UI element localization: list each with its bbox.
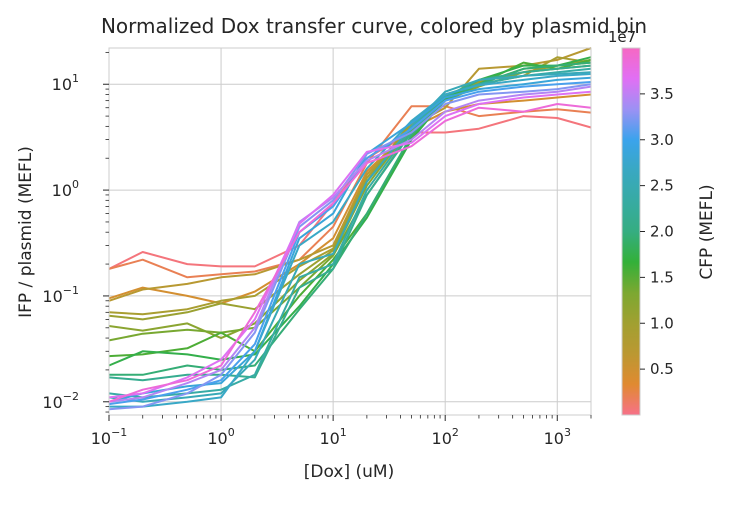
axis-ticks: 10−1 100 101 102 103 10−2 10−1 100 101: [42, 51, 592, 448]
colorbar-gradient: [621, 47, 641, 416]
series-line: [108, 90, 592, 399]
series-line: [109, 73, 592, 408]
colorbar-tick-label: 1.0: [650, 314, 674, 332]
series-line: [108, 103, 592, 403]
x-tick-label: 100: [207, 426, 234, 448]
y-axis-label: IFP / plasmid (MEFL): [16, 146, 36, 318]
y-tick-label: 101: [52, 72, 79, 94]
colorbar-label: CFP (MEFL): [697, 184, 717, 279]
series-line: [108, 85, 592, 403]
series-line: [108, 105, 592, 279]
series-line: [108, 71, 592, 403]
x-tick-label: 103: [544, 426, 571, 448]
x-tick-label: 102: [432, 426, 459, 448]
x-axis-label: [Dox] (uM): [304, 462, 394, 482]
colorbar-tick-label: 0.5: [650, 360, 674, 378]
y-tick-label: 10−2: [42, 390, 79, 412]
series-line: [109, 61, 592, 376]
series-line: [108, 58, 592, 358]
colorbar-tick-label: 1.5: [650, 268, 674, 286]
y-tick-label: 100: [52, 178, 79, 200]
x-tick-label: 10−1: [91, 426, 128, 448]
colorbar-tick-label: 3.0: [650, 131, 674, 149]
series-line: [108, 115, 592, 270]
plot-series: [108, 47, 592, 411]
colorbar-tick-label: 2.0: [650, 223, 674, 241]
series-line: [108, 83, 592, 411]
series-line: [108, 64, 592, 340]
plot-area-frame: [108, 47, 592, 416]
colorbar-tick-label: 2.5: [650, 177, 674, 195]
y-tick-label: 10−1: [42, 284, 79, 306]
colorbar-offset-text: 1e7: [608, 28, 636, 46]
series-line: [108, 93, 592, 305]
colorbar-tick-label: 3.5: [650, 85, 674, 103]
colorbar: 0.5 1.0 1.5 2.0 2.5 3.0 3.5: [621, 47, 674, 416]
x-tick-label: 101: [319, 426, 346, 448]
chart-title: Normalized Dox transfer curve, colored b…: [101, 14, 647, 38]
series-line: [108, 61, 592, 342]
